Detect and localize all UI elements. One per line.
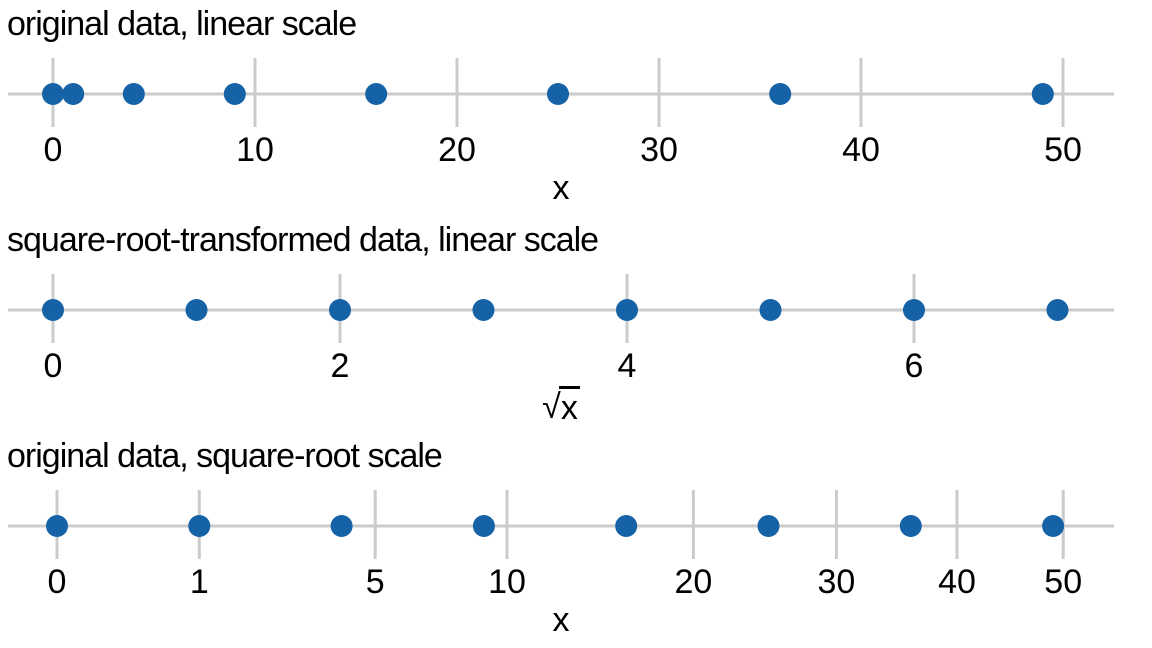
tick-label: 0 [44, 131, 63, 169]
data-point [62, 83, 85, 105]
data-point [899, 515, 922, 537]
tick-label: 1 [190, 563, 209, 601]
data-point [547, 83, 569, 105]
data-point [472, 299, 495, 321]
x-axis-label: x [552, 601, 570, 639]
data-point [122, 83, 145, 105]
data-point [616, 299, 638, 321]
data-point [42, 83, 64, 105]
data-point [188, 515, 211, 537]
tick-label: 20 [674, 563, 712, 601]
number-line-plot: 0 1 5 10 20 30 40 50 [8, 490, 1114, 601]
data-point [1046, 299, 1069, 321]
tick-label: 4 [618, 347, 637, 385]
data-point [365, 83, 388, 105]
data-point [769, 83, 792, 105]
tick-label: 20 [438, 131, 476, 169]
tick-label: 30 [817, 563, 855, 601]
panel-title: original data, linear scale [7, 5, 357, 43]
data-point [615, 515, 638, 537]
panel-original-data-sqrt-scale: original data, square-root scale 0 1 5 10 20… [0, 432, 1152, 648]
tick-label: 0 [48, 563, 67, 601]
sqrt-radicand: x [558, 386, 580, 428]
data-point [903, 299, 925, 321]
tick-label: 6 [905, 347, 924, 385]
x-axis-label: √x [0, 386, 1122, 428]
tick-label: 10 [236, 131, 274, 169]
sqrt-radical-sign: √ [542, 388, 561, 426]
panel-title: square-root-transformed data, linear sca… [7, 221, 599, 259]
tick-label: 10 [488, 563, 526, 601]
panel-original-data-linear-scale: original data, linear scale 0 10 20 30 40 50 … [0, 0, 1152, 216]
tick-label: 0 [44, 347, 63, 385]
data-point [330, 515, 353, 537]
data-point [223, 83, 246, 105]
tick-label: 2 [331, 347, 350, 385]
data-point [757, 515, 780, 537]
panel-title: original data, square-root scale [7, 437, 443, 475]
tick-label: 40 [842, 131, 880, 169]
tick-label: 50 [1044, 131, 1082, 169]
data-point [1031, 83, 1054, 105]
data-point [472, 515, 495, 537]
data-point [42, 299, 64, 321]
number-line-plot: 0 10 20 30 40 50 [8, 58, 1114, 169]
panel-sqrt-transformed-data-linear-scale: square-root-transformed data, linear sca… [0, 216, 1152, 432]
tick-label: 50 [1044, 563, 1082, 601]
data-point [185, 299, 208, 321]
tick-label: 40 [938, 563, 976, 601]
tick-label: 5 [366, 563, 385, 601]
number-line-plot: 0 2 4 6 [8, 274, 1114, 385]
data-point [1042, 515, 1065, 537]
tick-label: 30 [640, 131, 678, 169]
data-point [46, 515, 68, 537]
data-point [329, 299, 351, 321]
x-axis-label: x [552, 169, 570, 207]
data-point [759, 299, 782, 321]
